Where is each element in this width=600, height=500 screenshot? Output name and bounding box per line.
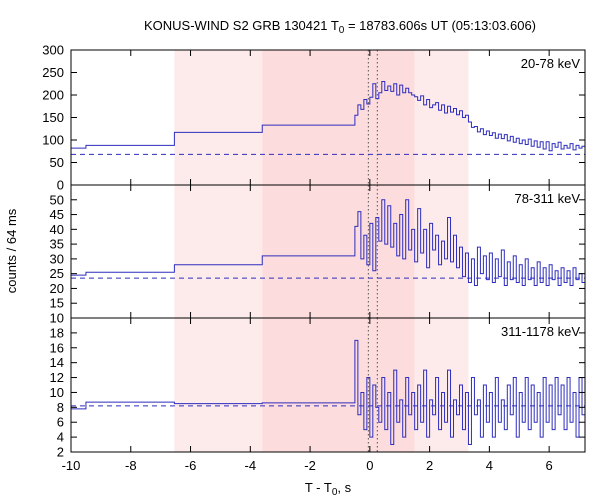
x-label-subscript: 0	[332, 487, 338, 498]
y-tick-label: 16	[50, 340, 64, 355]
y-tick-label: 4	[57, 430, 64, 445]
y-tick-label: 14	[50, 355, 64, 370]
y-tick-label: 300	[42, 43, 64, 58]
y-tick-label: 150	[42, 110, 64, 125]
y-tick-label: 200	[42, 88, 64, 103]
lightcurve-series	[71, 199, 585, 286]
y-tick-label: 8	[57, 400, 64, 415]
interval-shade	[174, 318, 263, 452]
y-axis-label: counts / 64 ms	[4, 208, 19, 293]
x-tick-label: 6	[546, 458, 553, 473]
x-tick-label: 4	[486, 458, 493, 473]
y-tick-label: 6	[57, 415, 64, 430]
interval-shade	[174, 185, 263, 318]
energy-band-label: 311-1178 keV	[501, 324, 580, 339]
x-tick-label: -8	[125, 458, 137, 473]
x-tick-label: 0	[366, 458, 373, 473]
interval-shade	[262, 318, 415, 452]
y-tick-label: 10	[50, 311, 64, 326]
x-tick-label: 2	[426, 458, 433, 473]
title-subscript: 0	[339, 25, 345, 36]
interval-shade	[174, 50, 263, 185]
y-tick-label: 250	[42, 65, 64, 80]
x-tick-label: -10	[62, 458, 81, 473]
y-tick-label: 25	[50, 266, 64, 281]
y-tick-label: 100	[42, 133, 64, 148]
x-tick-label: -6	[185, 458, 197, 473]
x-label-part: , s	[337, 480, 351, 495]
y-tick-label: 35	[50, 237, 64, 252]
x-label-part: T - T	[305, 480, 332, 495]
lightcurve-series	[71, 81, 585, 152]
y-tick-label: 2	[57, 445, 64, 460]
interval-shade	[262, 185, 415, 318]
y-tick-label: 0	[57, 178, 64, 193]
title-text-part: KONUS-WIND S2 GRB 130421 T	[144, 18, 339, 33]
title-text-part: = 18783.606s UT (05:13:03.606)	[344, 18, 536, 33]
y-tick-label: 30	[50, 251, 64, 266]
y-tick-label: 12	[50, 370, 64, 385]
interval-shade	[262, 50, 415, 185]
chart-title: KONUS-WIND S2 GRB 130421 T0 = 18783.606s…	[144, 18, 536, 36]
y-tick-label: 15	[50, 296, 64, 311]
y-tick-label: 50	[50, 192, 64, 207]
y-tick-label: 20	[50, 281, 64, 296]
x-tick-label: -4	[245, 458, 257, 473]
y-tick-label: 50	[50, 155, 64, 170]
interval-shade	[414, 50, 469, 185]
y-tick-label: 18	[50, 325, 64, 340]
y-tick-label: 10	[50, 385, 64, 400]
x-axis-label: T - T0, s	[305, 480, 352, 498]
energy-band-label: 20-78 keV	[521, 56, 581, 71]
panel-frame	[70, 317, 586, 453]
y-tick-label: 45	[50, 207, 64, 222]
energy-band-label: 78-311 keV	[514, 191, 580, 206]
lightcurve-series	[71, 339, 585, 446]
x-tick-label: -2	[304, 458, 316, 473]
y-tick-label: 40	[50, 222, 64, 237]
